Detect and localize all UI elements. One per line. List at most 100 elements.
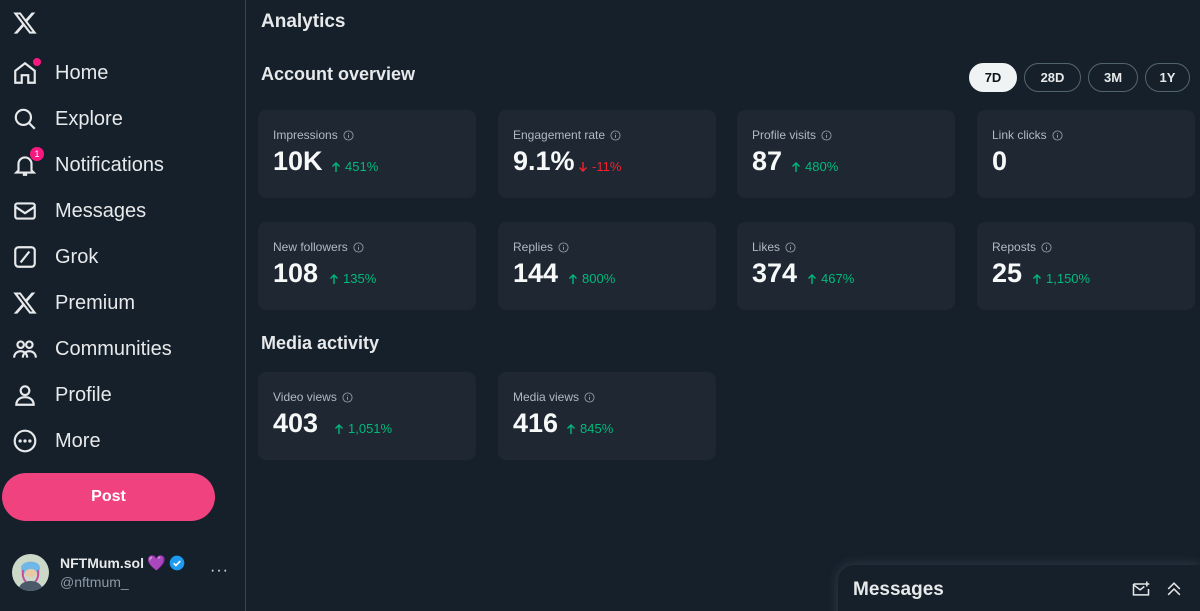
range-3m-button[interactable]: 3M	[1088, 63, 1138, 92]
stat-label-text: New followers	[273, 240, 348, 254]
sidebar-item-communities[interactable]: Communities	[0, 327, 230, 371]
info-icon[interactable]	[584, 391, 595, 403]
stat-card-replies[interactable]: Replies 144 800%	[498, 222, 716, 310]
info-icon[interactable]	[353, 241, 364, 253]
account-handle: @nftmum_	[60, 574, 129, 590]
stat-delta-text: 451%	[345, 159, 379, 174]
sidebar-item-messages[interactable]: Messages	[0, 189, 230, 233]
sidebar-item-notifications[interactable]: 1 Notifications	[0, 143, 230, 187]
stat-label-text: Reposts	[992, 240, 1037, 254]
bell-icon: 1	[12, 147, 44, 178]
arrow-up-icon	[330, 273, 338, 284]
range-28d-button[interactable]: 28D	[1024, 63, 1081, 92]
stat-card-video-views[interactable]: Video views 403 1,051%	[258, 372, 476, 460]
sidebar: Home Explore 1 Notifications Messages	[0, 0, 246, 611]
stat-label: Impressions	[273, 128, 354, 142]
info-icon[interactable]	[558, 241, 569, 253]
notification-count-badge: 1	[30, 147, 44, 161]
account-switcher[interactable]: NFTMum.sol 💜 @nftmum_ ···	[0, 544, 240, 600]
stat-delta-text: -11%	[592, 159, 622, 174]
communities-icon	[12, 336, 38, 362]
stat-label: Profile visits	[752, 128, 832, 142]
stat-value: 87	[752, 146, 783, 176]
stat-delta-text: 480%	[805, 159, 839, 174]
date-range-selector: 7D 28D 3M 1Y	[969, 63, 1190, 92]
stat-card-impressions[interactable]: Impressions 10K 451%	[258, 110, 476, 198]
sidebar-item-more[interactable]: More	[0, 419, 230, 463]
stat-label-text: Impressions	[273, 128, 338, 142]
stat-label-text: Link clicks	[992, 128, 1047, 142]
stat-value: 416	[513, 408, 559, 438]
info-icon[interactable]	[785, 241, 796, 253]
stat-delta-text: 1,150%	[1046, 271, 1091, 286]
sidebar-item-profile[interactable]: Profile	[0, 373, 230, 417]
stat-label: Media views	[513, 390, 595, 404]
stat-card-profile-visits[interactable]: Profile visits 87 480%	[737, 110, 955, 198]
messages-drawer[interactable]: Messages	[838, 565, 1200, 611]
range-7d-button[interactable]: 7D	[969, 63, 1017, 92]
x-logo-icon[interactable]	[12, 10, 40, 38]
sidebar-item-label: Notifications	[55, 153, 164, 176]
arrow-up-icon	[792, 161, 800, 172]
sidebar-item-label: Messages	[55, 199, 147, 222]
more-circle-icon	[12, 428, 38, 454]
stat-value: 25	[992, 258, 1023, 288]
stat-value: 10K	[273, 146, 323, 176]
info-icon[interactable]	[343, 129, 354, 141]
stat-delta: 1,051%	[334, 421, 392, 436]
chevrons-up-icon[interactable]	[1164, 579, 1184, 599]
stat-label-text: Replies	[513, 240, 554, 254]
analytics-main: Analytics Account overview 7D 28D 3M 1Y …	[247, 0, 1200, 611]
stat-delta-text: 467%	[821, 271, 855, 286]
arrow-up-icon	[569, 273, 577, 284]
stat-label-text: Media views	[513, 390, 580, 404]
arrow-up-icon	[808, 273, 816, 284]
stat-card-reposts[interactable]: Reposts 25 1,150%	[977, 222, 1195, 310]
stat-delta: 451%	[331, 159, 378, 174]
info-icon[interactable]	[1052, 129, 1063, 141]
info-icon[interactable]	[610, 129, 621, 141]
stat-delta: 467%	[807, 271, 854, 286]
sidebar-item-grok[interactable]: Grok	[0, 235, 230, 279]
account-name: NFTMum.sol 💜	[60, 554, 185, 572]
arrow-down-icon	[579, 161, 587, 172]
stat-value: 108	[273, 258, 319, 288]
info-icon[interactable]	[342, 391, 353, 403]
stat-delta: 1,150%	[1032, 271, 1090, 286]
post-button[interactable]: Post	[2, 473, 215, 521]
avatar	[12, 554, 49, 591]
stat-label: New followers	[273, 240, 364, 254]
stat-label: Link clicks	[992, 128, 1063, 142]
info-icon[interactable]	[1041, 241, 1052, 253]
stat-label: Reposts	[992, 240, 1052, 254]
info-icon[interactable]	[821, 129, 832, 141]
unread-dot	[33, 58, 41, 66]
search-icon	[12, 106, 38, 132]
media-activity-heading: Media activity	[261, 333, 380, 353]
range-1y-button[interactable]: 1Y	[1145, 63, 1190, 92]
purple-heart-emoji: 💜	[147, 555, 166, 572]
account-more-icon[interactable]: ···	[210, 562, 229, 579]
stat-card-media-views[interactable]: Media views 416 845%	[498, 372, 716, 460]
stat-label: Replies	[513, 240, 569, 254]
arrow-up-icon	[1033, 273, 1041, 284]
sidebar-item-label: Premium	[55, 291, 136, 314]
x-logo-icon	[12, 290, 38, 316]
new-message-icon[interactable]	[1131, 579, 1151, 599]
arrow-up-icon	[332, 161, 340, 172]
home-icon	[12, 58, 41, 86]
stat-label-text: Profile visits	[752, 128, 817, 142]
stat-card-new-followers[interactable]: New followers 108 135%	[258, 222, 476, 310]
sidebar-item-label: Profile	[55, 383, 112, 406]
stat-label-text: Engagement rate	[513, 128, 606, 142]
sidebar-item-home[interactable]: Home	[0, 51, 230, 95]
sidebar-item-explore[interactable]: Explore	[0, 97, 230, 141]
stat-value: 374	[752, 258, 798, 288]
sidebar-item-label: Grok	[55, 245, 99, 268]
stat-card-likes[interactable]: Likes 374 467%	[737, 222, 955, 310]
mail-icon	[12, 198, 38, 224]
sidebar-item-premium[interactable]: Premium	[0, 281, 230, 325]
stat-card-link-clicks[interactable]: Link clicks 0	[977, 110, 1195, 198]
stat-card-engagement-rate[interactable]: Engagement rate 9.1% -11%	[498, 110, 716, 198]
